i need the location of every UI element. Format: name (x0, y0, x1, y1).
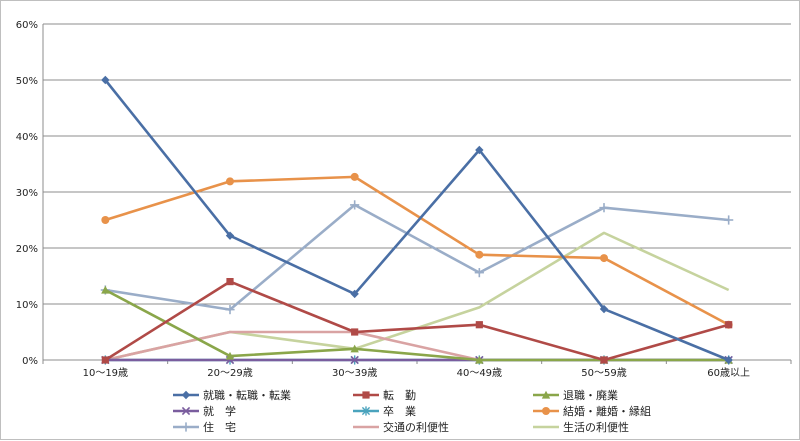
legend-item: 転 勤 (353, 389, 416, 402)
legend-item: 結婚・離婚・縁組 (533, 404, 651, 418)
point-marker (225, 231, 235, 240)
point-marker (350, 355, 359, 365)
point-marker (225, 351, 235, 360)
point-marker (350, 289, 359, 299)
point-marker (724, 215, 734, 225)
point-marker (474, 268, 484, 278)
point-marker (599, 203, 609, 213)
legend-label: 卒 業 (383, 404, 416, 418)
series-line (104, 280, 730, 362)
y-tick-label: 20% (16, 244, 38, 255)
y-tick-label: 0% (22, 356, 38, 367)
point-marker (600, 254, 608, 263)
point-marker (350, 200, 360, 210)
point-marker (475, 355, 484, 364)
legend-item: 卒 業 (353, 404, 416, 418)
series-1 (101, 75, 733, 365)
point-marker (350, 172, 359, 181)
legend-label: 結婚・離婚・縁組 (563, 404, 651, 418)
series-2 (101, 278, 733, 364)
x-tick-label: 40～49歳 (457, 367, 502, 379)
point-marker (181, 390, 191, 400)
legend: 就職・転職・転業 転 勤 退職・廃業就 学 卒 業 結婚・離婚・縁組住 宅 交通の利便性 生… (173, 388, 651, 434)
y-tick-label: 40% (16, 132, 38, 143)
point-marker (475, 145, 484, 155)
legend-label: 転 勤 (383, 389, 416, 402)
point-marker (725, 321, 733, 329)
y-tick-label: 30% (16, 188, 38, 199)
point-marker (362, 391, 370, 399)
y-tick-label: 60% (16, 20, 38, 31)
point-marker (542, 407, 550, 415)
series-line (104, 79, 730, 362)
point-marker (181, 422, 191, 432)
legend-item: 住 宅 (173, 420, 236, 434)
legend-label: 退職・廃業 (563, 388, 618, 402)
series-line (105, 203, 729, 311)
y-tick-label: 50% (16, 76, 38, 87)
point-marker (101, 356, 109, 364)
point-marker (350, 344, 359, 353)
point-marker (101, 75, 110, 85)
series-8 (105, 330, 729, 362)
legend-label: 住 宅 (203, 420, 236, 434)
x-tick-label: 20～29歳 (207, 367, 252, 379)
legend-item: 就職・転職・転業 (173, 388, 291, 402)
point-marker (600, 356, 608, 364)
series-7 (100, 200, 734, 315)
x-tick-label: 10～19歳 (83, 367, 128, 379)
point-marker (181, 406, 191, 416)
legend-item: 就 学 (173, 404, 236, 418)
x-tick-label: 30～39歳 (332, 367, 377, 379)
series-line (105, 330, 729, 362)
point-marker (226, 278, 234, 286)
x-tick-label: 60歳以上 (707, 367, 750, 379)
point-marker (599, 304, 609, 314)
y-tick-label: 10% (16, 300, 38, 311)
legend-label: 生活の利便性 (563, 420, 629, 434)
point-marker (724, 355, 733, 365)
point-marker (351, 328, 359, 336)
legend-label: 交通の利便性 (383, 420, 449, 434)
legend-item: 退職・廃業 (533, 388, 618, 402)
series-line (104, 288, 729, 362)
point-marker (226, 177, 234, 186)
point-marker (541, 390, 551, 399)
legend-label: 就 学 (203, 404, 236, 418)
point-marker (361, 406, 371, 416)
gridlines (43, 23, 791, 305)
series-line (104, 175, 730, 326)
legend-label: 就職・転職・転業 (203, 388, 291, 402)
point-marker (101, 285, 110, 294)
point-marker (475, 250, 484, 259)
point-marker (225, 305, 235, 315)
legend-item: 交通の利便性 (353, 420, 449, 434)
legend-item: 生活の利便性 (533, 420, 629, 434)
series-lines (100, 75, 734, 365)
point-marker (475, 321, 483, 329)
series-3 (101, 285, 733, 364)
point-marker (101, 216, 110, 224)
axes: 0% 10% 20% 30% 40% 50% 60% 10～19歳 20～29歳 30～39歳 40… (16, 20, 792, 379)
x-tick-label: 50～59歳 (581, 367, 626, 379)
